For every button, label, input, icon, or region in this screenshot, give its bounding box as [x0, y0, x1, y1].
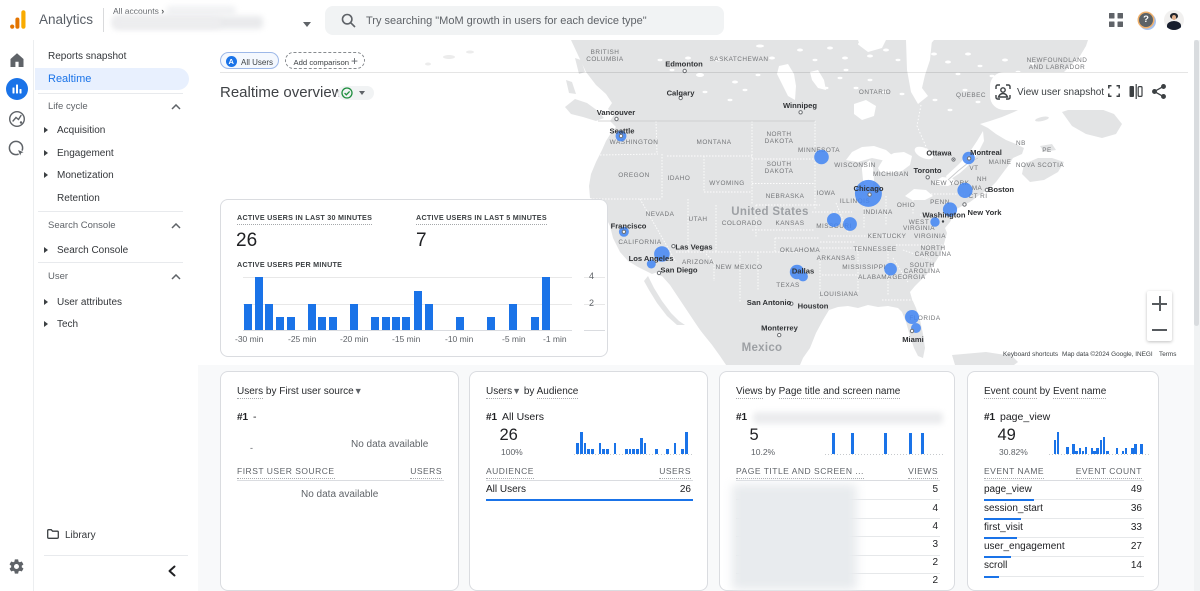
svg-text:OKLAHOMA: OKLAHOMA — [780, 247, 820, 254]
svg-text:COLORADO: COLORADO — [722, 220, 763, 227]
svg-text:OREGON: OREGON — [618, 172, 649, 179]
svg-text:SOUTH: SOUTH — [767, 161, 792, 168]
svg-text:UTAH: UTAH — [689, 216, 708, 223]
svg-text:WEST: WEST — [909, 219, 929, 226]
svg-text:PENN: PENN — [930, 199, 950, 206]
svg-text:Toronto: Toronto — [913, 166, 941, 175]
svg-text:NH: NH — [977, 176, 987, 183]
svg-text:DAKOTA: DAKOTA — [765, 138, 794, 145]
svg-text:United States: United States — [731, 206, 808, 218]
svg-text:Ottawa: Ottawa — [926, 149, 952, 158]
svg-text:NOVA SCOTIA: NOVA SCOTIA — [1016, 162, 1065, 169]
svg-text:Seattle: Seattle — [610, 127, 635, 136]
svg-text:KENTUCKY: KENTUCKY — [868, 233, 907, 240]
svg-text:BRITISH: BRITISH — [591, 49, 620, 56]
svg-text:NORTH: NORTH — [920, 245, 945, 252]
svg-text:Chicago: Chicago — [854, 184, 884, 193]
svg-text:IOWA: IOWA — [817, 190, 836, 197]
svg-text:Mexico: Mexico — [742, 342, 783, 354]
svg-text:INDIANA: INDIANA — [863, 209, 893, 216]
svg-text:NB: NB — [1016, 140, 1026, 147]
svg-text:NEVADA: NEVADA — [646, 211, 675, 218]
svg-text:VIRGINIA: VIRGINIA — [903, 225, 935, 232]
svg-text:ONTARIO: ONTARIO — [859, 89, 891, 96]
svg-text:FLORIDA: FLORIDA — [909, 315, 940, 322]
svg-text:Dallas: Dallas — [792, 267, 814, 276]
svg-text:ARKANSAS: ARKANSAS — [817, 255, 856, 262]
svg-text:Terms: Terms — [1159, 351, 1176, 358]
svg-text:QUEBEC: QUEBEC — [956, 92, 986, 99]
svg-text:WYOMING: WYOMING — [709, 180, 744, 187]
svg-text:ALABAMA: ALABAMA — [858, 274, 892, 281]
svg-text:IDAHO: IDAHO — [668, 175, 691, 182]
svg-text:NEBRASKA: NEBRASKA — [766, 193, 805, 200]
svg-text:AND LABRADOR: AND LABRADOR — [1029, 64, 1085, 71]
svg-text:COLUMBIA: COLUMBIA — [586, 56, 624, 63]
svg-text:NEW YORK: NEW YORK — [931, 180, 970, 187]
svg-text:Boston: Boston — [988, 185, 1015, 194]
svg-text:Vancouver: Vancouver — [597, 108, 635, 117]
svg-text:TENNESSEE: TENNESSEE — [853, 246, 896, 253]
svg-text:MISSISSIPPI: MISSISSIPPI — [842, 264, 886, 271]
svg-text:Winnipeg: Winnipeg — [783, 101, 817, 110]
svg-text:Houston: Houston — [798, 302, 829, 311]
svg-text:San Antonio: San Antonio — [747, 298, 792, 307]
svg-text:San Diego: San Diego — [660, 266, 697, 275]
svg-text:ARIZONA: ARIZONA — [682, 259, 714, 266]
svg-text:KANSAS: KANSAS — [776, 220, 805, 227]
svg-text:NEW MEXICO: NEW MEXICO — [716, 264, 763, 271]
svg-text:OHIO: OHIO — [897, 202, 915, 209]
svg-text:Keyboard shortcuts: Keyboard shortcuts — [1003, 351, 1058, 358]
svg-text:CAROLINA: CAROLINA — [904, 268, 941, 275]
svg-text:MAINE: MAINE — [989, 159, 1012, 166]
svg-text:Washington: Washington — [922, 211, 966, 220]
svg-text:Map data ©2024 Google, INEGI: Map data ©2024 Google, INEGI — [1062, 350, 1153, 358]
svg-text:Francisco: Francisco — [611, 222, 647, 231]
svg-text:MA: MA — [972, 185, 983, 192]
svg-text:Monterrey: Monterrey — [761, 324, 798, 333]
svg-text:SOUTH: SOUTH — [910, 262, 935, 269]
svg-text:WISCONSIN: WISCONSIN — [834, 162, 875, 169]
svg-text:CALIFORNIA: CALIFORNIA — [618, 239, 662, 246]
svg-text:WASHINGTON: WASHINGTON — [610, 139, 659, 146]
svg-text:VIRGINIA: VIRGINIA — [914, 233, 946, 240]
svg-text:Los Angeles: Los Angeles — [629, 254, 674, 263]
svg-text:GEORGIA: GEORGIA — [892, 274, 926, 281]
svg-text:PE: PE — [1042, 147, 1052, 154]
svg-text:DAKOTA: DAKOTA — [765, 168, 794, 175]
svg-text:Las Vegas: Las Vegas — [675, 243, 712, 252]
svg-text:Calgary: Calgary — [667, 89, 696, 98]
svg-text:Montreal: Montreal — [970, 148, 1002, 157]
svg-text:NEWFOUNDLAND: NEWFOUNDLAND — [1027, 57, 1088, 64]
svg-text:Miami: Miami — [902, 335, 924, 344]
svg-text:ILLINOIS: ILLINOIS — [840, 198, 870, 205]
svg-text:TEXAS: TEXAS — [776, 282, 799, 289]
svg-text:CAROLINA: CAROLINA — [915, 251, 952, 258]
svg-text:NORTH: NORTH — [766, 131, 791, 138]
svg-text:MONTANA: MONTANA — [697, 139, 732, 146]
svg-text:New York: New York — [968, 208, 1003, 217]
svg-text:Edmonton: Edmonton — [665, 60, 703, 69]
svg-text:SASKATCHEWAN: SASKATCHEWAN — [710, 56, 769, 63]
svg-text:MICHIGAN: MICHIGAN — [873, 171, 909, 178]
svg-text:LOUISIANA: LOUISIANA — [820, 291, 859, 298]
svg-text:VT: VT — [969, 165, 978, 172]
svg-text:CT RI: CT RI — [968, 193, 987, 200]
